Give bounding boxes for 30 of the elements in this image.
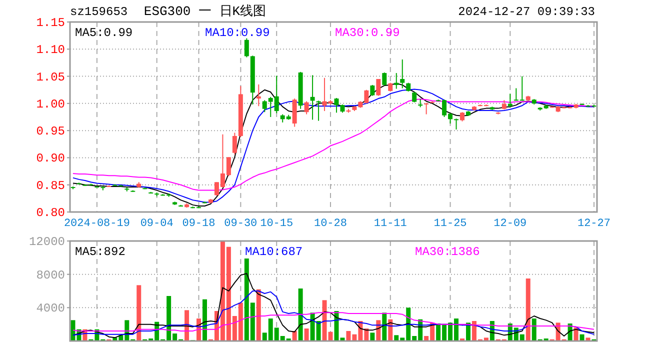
x-tick-label: 11-25 <box>434 218 467 230</box>
y-tick-label: 1.05 <box>36 70 65 84</box>
y-tick-label: 4000 <box>36 302 65 316</box>
x-tick-label: 10-15 <box>260 218 294 230</box>
text: MA30:0.99 <box>335 26 400 40</box>
y-tick-label: 1.00 <box>36 97 65 112</box>
x-tick-label: 12-27 <box>578 218 611 230</box>
x-tick-label: 09-30 <box>224 218 258 230</box>
x-tick-label: 09-04 <box>140 218 174 230</box>
text: MA5:0.99 <box>75 26 133 40</box>
x-tick-label: 2024-08-19 <box>64 218 130 230</box>
y-tick-label: 1.15 <box>36 16 65 30</box>
y-tick-label: 1.10 <box>36 43 65 58</box>
y-tick-label: 0.80 <box>36 206 65 220</box>
y-tick-label: 0.90 <box>36 152 65 166</box>
y-tick-label: 0.85 <box>36 178 65 193</box>
text: MA30:1386 <box>415 245 480 259</box>
x-tick-label: 10-28 <box>314 218 348 230</box>
y-tick-label: 0.95 <box>36 124 65 139</box>
x-tick-label: 12-09 <box>494 218 527 230</box>
text: MA10:0.99 <box>205 26 270 40</box>
y-tick-label: 12000 <box>28 235 65 249</box>
text: MA10:687 <box>245 245 303 259</box>
x-tick-label: 11-11 <box>374 218 408 230</box>
text: 2024-12-27 09:39:33 <box>458 5 595 19</box>
text: MA5:892 <box>75 245 126 259</box>
text: sz159653 <box>70 5 128 19</box>
chart-title: ESG300 一 日K线图 <box>144 4 266 19</box>
y-tick-label: 8000 <box>36 268 65 282</box>
x-tick-label: 09-18 <box>182 218 216 230</box>
